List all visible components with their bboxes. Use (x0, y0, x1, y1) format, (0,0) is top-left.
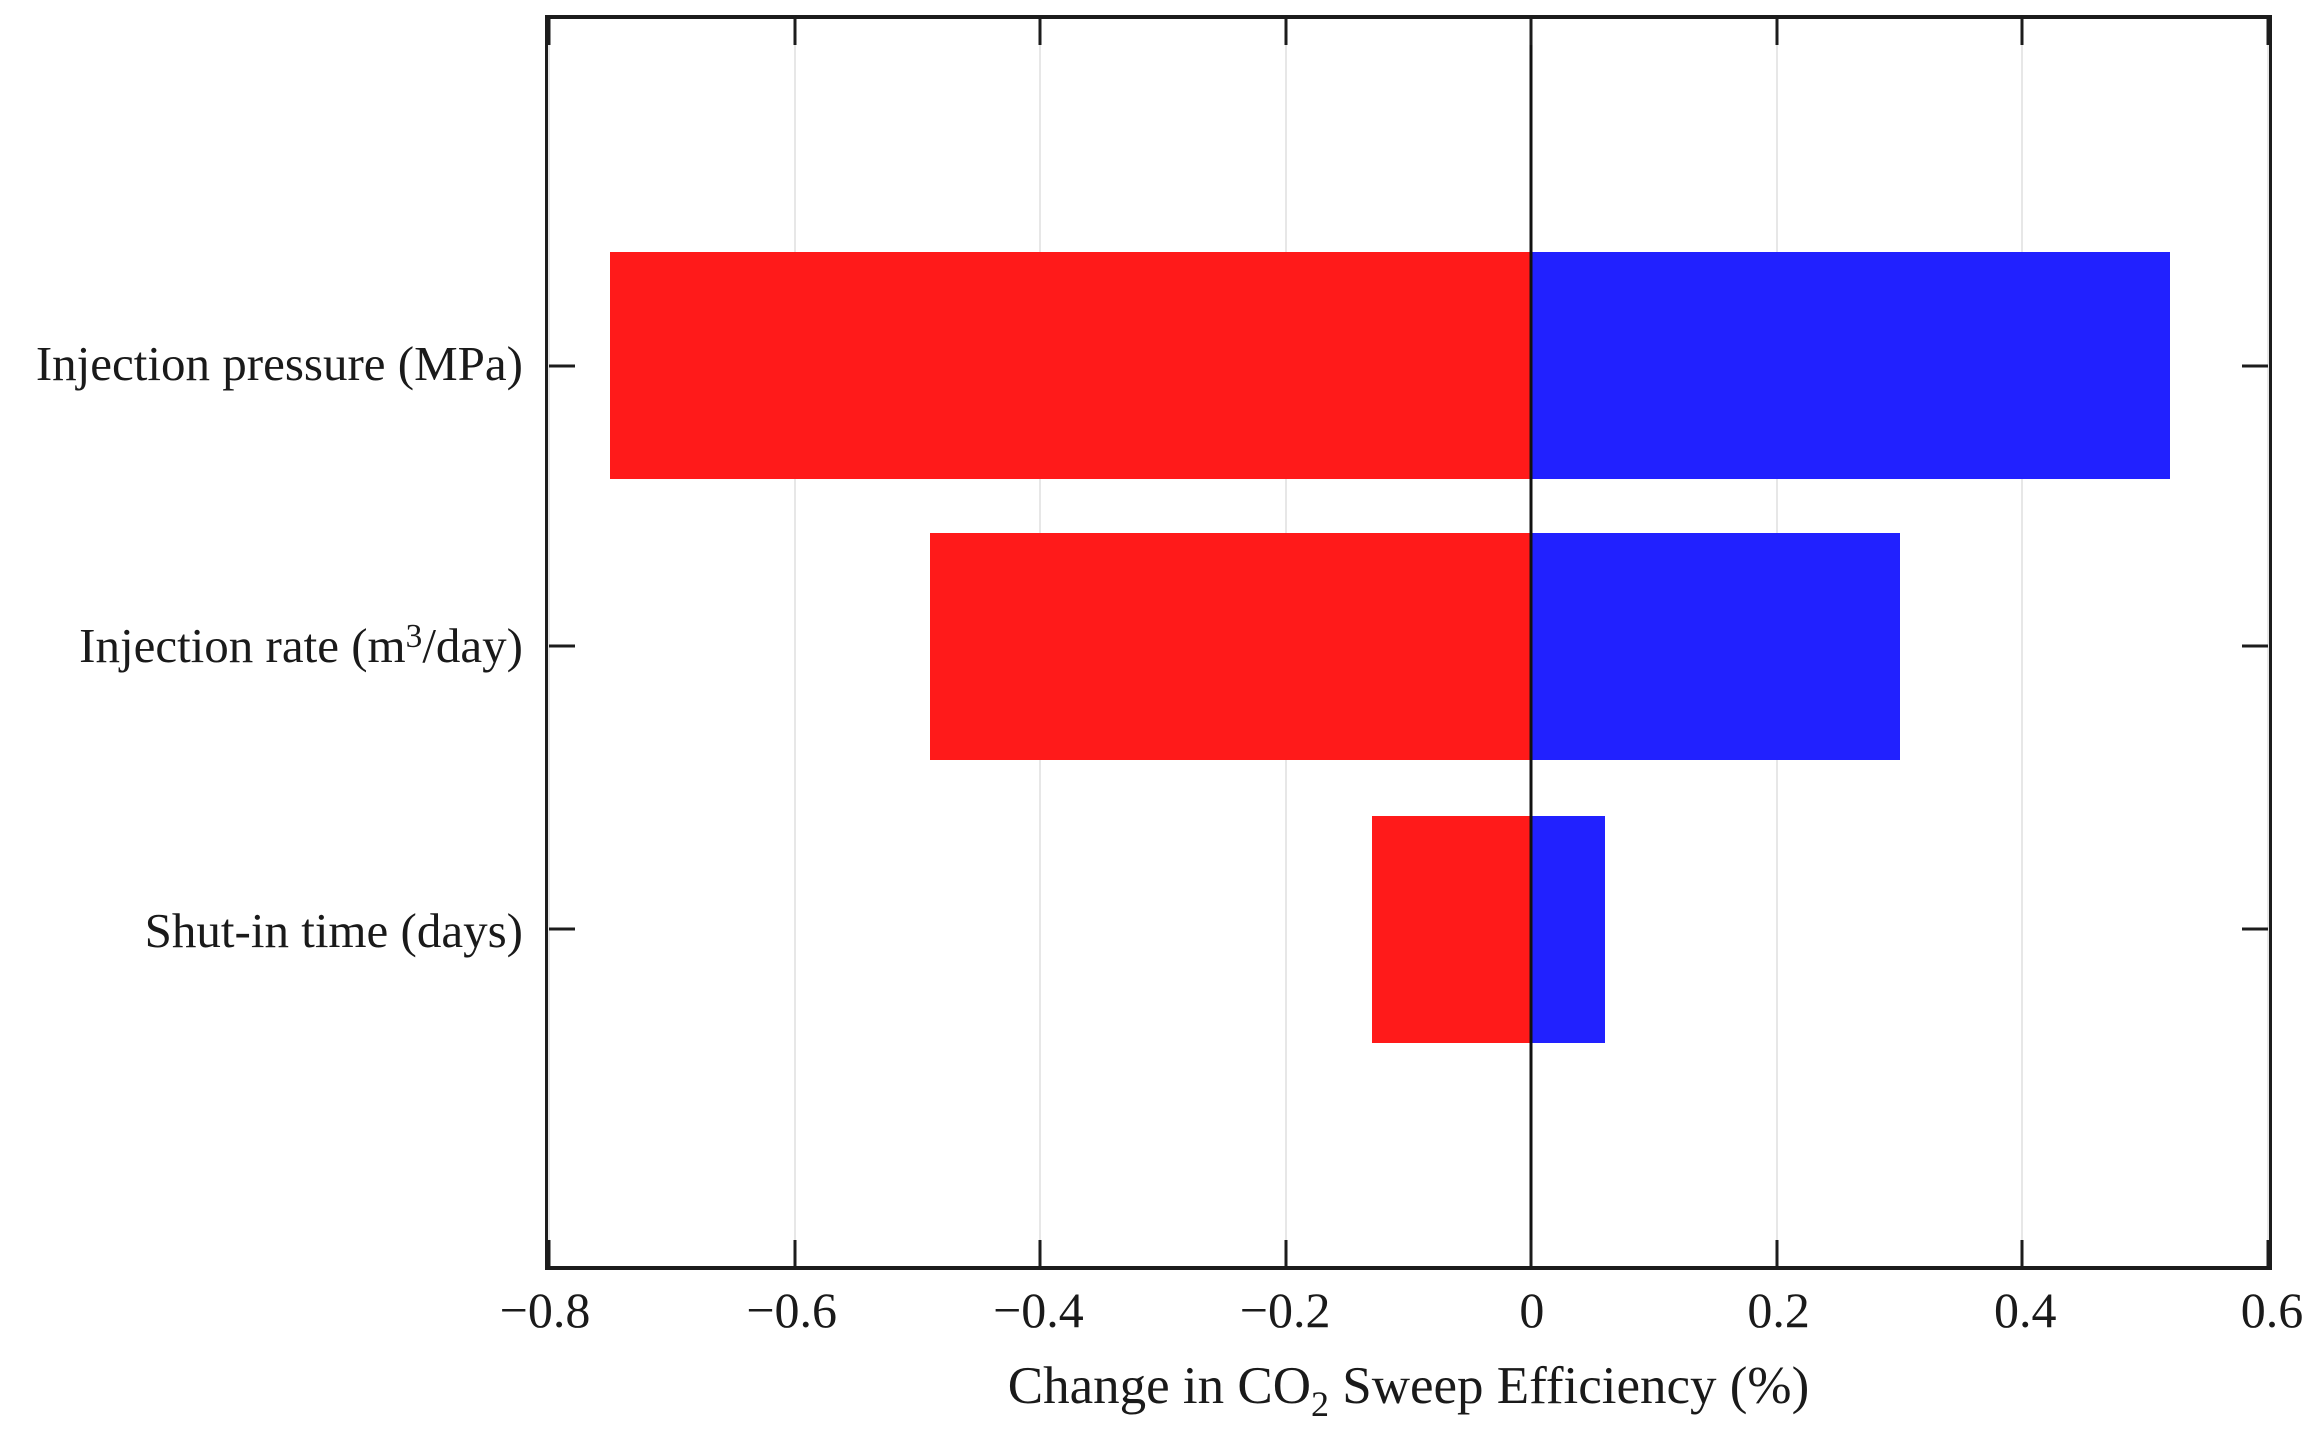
label-text: Shut-in time (days) (144, 903, 523, 959)
x-tick-label: −0.6 (746, 1282, 838, 1338)
bar-negative-row-0 (610, 252, 1532, 480)
gridline-−0.6 (793, 19, 796, 1266)
y-category-label-row-1: Injection rate (m3/day) (79, 617, 523, 675)
x-tick-mark-0.2 (1775, 1240, 1779, 1266)
label-text: Sweep Efficiency (%) (1329, 1357, 1810, 1415)
x-tick-mark-−0.2 (1284, 19, 1288, 45)
x-tick-mark-0.4 (2020, 1240, 2024, 1266)
bar-positive-row-0 (1531, 252, 2170, 480)
x-tick-mark-−0.4 (1038, 19, 1042, 45)
plot-area (545, 15, 2272, 1270)
gridline-−0.8 (548, 19, 550, 1266)
bar-positive-row-1 (1531, 532, 1900, 760)
x-tick-mark-0 (1529, 19, 1533, 45)
x-tick-mark-−0.8 (547, 19, 551, 45)
x-tick-label: −0.2 (1239, 1282, 1331, 1338)
x-tick-mark-−0.6 (793, 19, 797, 45)
x-tick-label: 0 (1519, 1282, 1545, 1338)
y-tick-mark-row-2 (549, 927, 575, 931)
label-text: /day) (422, 618, 523, 674)
x-tick-label: 0.4 (1994, 1282, 2057, 1338)
x-tick-label: 0.6 (2240, 1282, 2304, 1338)
x-tick-label: −0.8 (499, 1282, 591, 1338)
x-axis-label: Change in CO2 Sweep Efficiency (%) (545, 1356, 2272, 1422)
y-tick-mark-row-0 (2242, 364, 2268, 368)
label-text: Injection pressure (MPa) (35, 335, 523, 391)
label-text: Change in CO (1007, 1357, 1311, 1415)
x-tick-mark-−0.2 (1284, 1240, 1288, 1266)
y-tick-mark-row-1 (2242, 644, 2268, 648)
y-category-label-row-2: Shut-in time (days) (145, 902, 523, 960)
x-tick-label: −0.4 (993, 1282, 1084, 1338)
x-tick-mark-−0.6 (793, 1240, 797, 1266)
x-tick-mark-0 (1529, 1240, 1533, 1266)
subscript-text: 2 (1310, 1383, 1329, 1424)
label-text: Injection rate (m (79, 618, 406, 674)
x-tick-label: 0.2 (1747, 1282, 1810, 1338)
x-tick-mark-0.6 (2266, 1240, 2270, 1266)
gridline-0.6 (2267, 19, 2269, 1266)
x-tick-mark-0.2 (1775, 19, 1779, 45)
bar-negative-row-2 (1371, 815, 1532, 1043)
bar-positive-row-2 (1531, 815, 1605, 1043)
gridline-0.4 (2021, 19, 2024, 1266)
superscript-text: 3 (405, 618, 423, 656)
bar-negative-row-1 (929, 532, 1532, 760)
x-tick-mark-0.6 (2266, 19, 2270, 45)
x-tick-mark-−0.8 (547, 1240, 551, 1266)
y-tick-mark-row-0 (549, 364, 575, 368)
zero-line (1529, 19, 1533, 1266)
y-tick-mark-row-2 (2242, 927, 2268, 931)
y-category-label-row-0: Injection pressure (MPa) (36, 335, 523, 393)
y-tick-mark-row-1 (549, 644, 575, 648)
x-tick-mark-−0.4 (1038, 1240, 1042, 1266)
x-tick-mark-0.4 (2020, 19, 2024, 45)
